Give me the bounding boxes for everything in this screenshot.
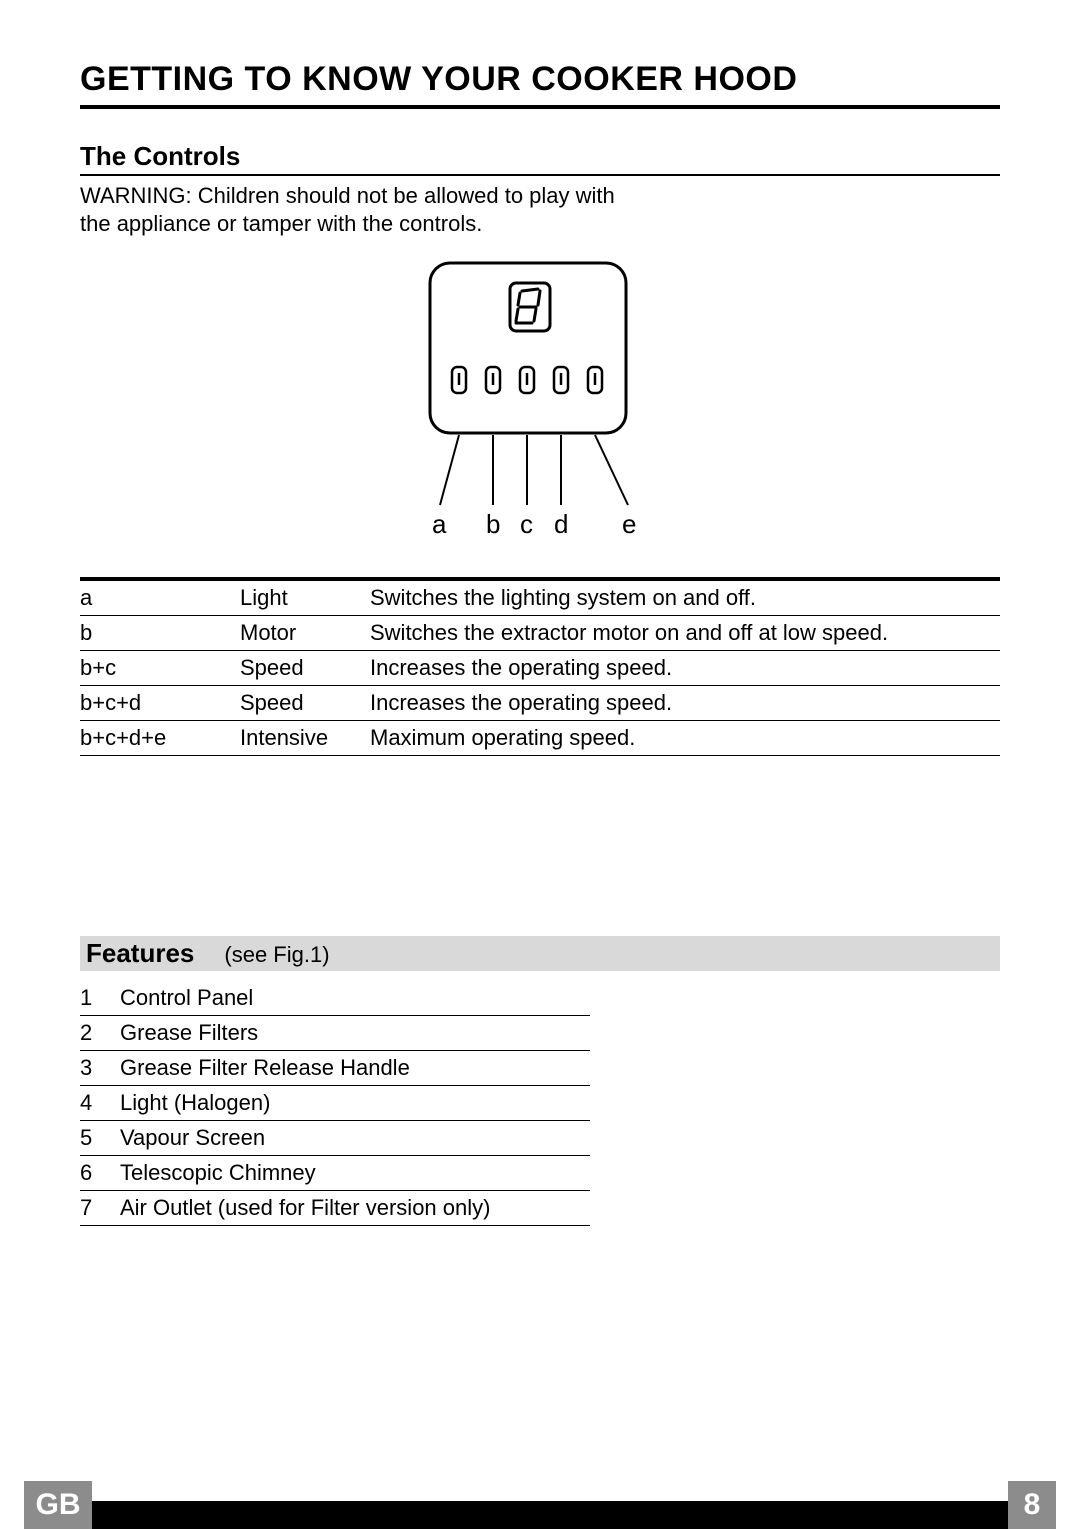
controls-desc: Increases the operating speed. [370,686,1000,721]
page-number: 8 [1008,1481,1056,1529]
feature-label: Grease Filters [120,1016,590,1051]
footer-bar [92,1501,1008,1529]
feature-label: Grease Filter Release Handle [120,1051,590,1086]
diagram-label-c: c [520,509,533,539]
warning-text: WARNING: Children should not be allowed … [80,182,640,237]
page-footer: GB 8 [0,1481,1080,1529]
feature-label: Vapour Screen [120,1121,590,1156]
controls-row: b+c+dSpeedIncreases the operating speed. [80,686,1000,721]
features-note: (see Fig.1) [224,942,329,968]
controls-heading: The Controls [80,141,1000,176]
feature-num: 1 [80,981,120,1016]
feature-label: Telescopic Chimney [120,1156,590,1191]
controls-name: Motor [240,616,370,651]
controls-diagram: a b c d e [80,257,1000,547]
feature-label: Light (Halogen) [120,1086,590,1121]
features-row: 3Grease Filter Release Handle [80,1051,590,1086]
feature-label: Control Panel [120,981,590,1016]
controls-name: Intensive [240,721,370,756]
feature-num: 3 [80,1051,120,1086]
controls-key: b [80,616,240,651]
features-row: 6Telescopic Chimney [80,1156,590,1191]
controls-name: Light [240,579,370,616]
controls-row: b+c+d+eIntensiveMaximum operating speed. [80,721,1000,756]
controls-row: b+cSpeedIncreases the operating speed. [80,651,1000,686]
features-row: 4Light (Halogen) [80,1086,590,1121]
controls-desc: Increases the operating speed. [370,651,1000,686]
features-row: 2Grease Filters [80,1016,590,1051]
features-row: 7Air Outlet (used for Filter version onl… [80,1191,590,1226]
diagram-label-a: a [432,509,447,539]
feature-num: 5 [80,1121,120,1156]
diagram-label-e: e [622,509,636,539]
features-table: 1Control Panel2Grease Filters3Grease Fil… [80,981,590,1226]
controls-table: aLightSwitches the lighting system on an… [80,577,1000,756]
controls-desc: Switches the extractor motor on and off … [370,616,1000,651]
page-title: GETTING TO KNOW YOUR COOKER HOOD [80,60,1000,109]
controls-key: b+c [80,651,240,686]
region-badge: GB [24,1481,92,1529]
controls-row: aLightSwitches the lighting system on an… [80,579,1000,616]
controls-name: Speed [240,651,370,686]
feature-num: 7 [80,1191,120,1226]
feature-num: 6 [80,1156,120,1191]
controls-name: Speed [240,686,370,721]
controls-key: a [80,579,240,616]
feature-label: Air Outlet (used for Filter version only… [120,1191,590,1226]
features-heading-row: Features (see Fig.1) [80,936,1000,971]
feature-num: 2 [80,1016,120,1051]
diagram-label-d: d [554,509,568,539]
control-panel-svg: a b c d e [410,257,670,547]
features-row: 5Vapour Screen [80,1121,590,1156]
controls-key: b+c+d [80,686,240,721]
features-row: 1Control Panel [80,981,590,1016]
features-heading: Features [86,938,194,969]
controls-row: bMotorSwitches the extractor motor on an… [80,616,1000,651]
controls-desc: Maximum operating speed. [370,721,1000,756]
diagram-label-b: b [486,509,500,539]
feature-num: 4 [80,1086,120,1121]
controls-desc: Switches the lighting system on and off. [370,579,1000,616]
page: GETTING TO KNOW YOUR COOKER HOOD The Con… [0,0,1080,1529]
controls-key: b+c+d+e [80,721,240,756]
